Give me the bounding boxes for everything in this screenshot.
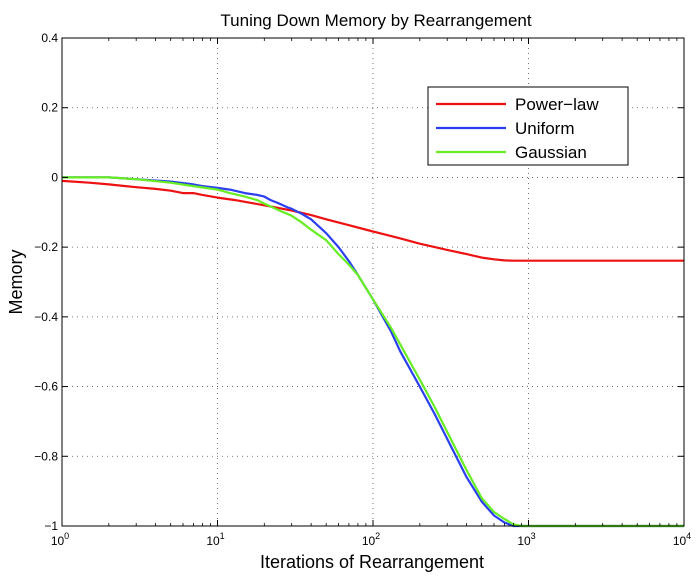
x-axis-label: Iterations of Rearrangement <box>260 552 484 572</box>
series-line-2 <box>62 176 684 528</box>
y-tick-label: 0.4 <box>41 31 58 45</box>
x-tick-label: 103 <box>517 531 535 548</box>
legend-entry: Power−law <box>515 95 599 114</box>
series-lines <box>61 176 684 528</box>
x-tick-label: 102 <box>362 531 380 548</box>
x-tick-label: 104 <box>673 531 691 548</box>
y-axis-label: Memory <box>6 249 26 314</box>
y-tick-label: −0.4 <box>34 310 58 324</box>
grid <box>62 38 684 526</box>
y-tick-label: −0.6 <box>34 380 58 394</box>
y-tick-label: 0.2 <box>41 101 58 115</box>
y-tick-label: 0 <box>51 170 58 184</box>
y-tick-label: −0.8 <box>34 449 58 463</box>
legend-entry: Uniform <box>515 119 575 138</box>
chart-title: Tuning Down Memory by Rearrangement <box>220 11 531 30</box>
y-tick-label: −1 <box>44 519 58 533</box>
series-line-0 <box>61 179 684 262</box>
x-tick-label: 101 <box>206 531 224 548</box>
legend: Power−law Uniform Gaussian <box>427 86 629 166</box>
legend-entry: Gaussian <box>515 143 587 162</box>
x-tick-label: 100 <box>51 531 69 548</box>
y-tick-label: −0.2 <box>34 240 58 254</box>
series-line-1 <box>62 176 684 528</box>
